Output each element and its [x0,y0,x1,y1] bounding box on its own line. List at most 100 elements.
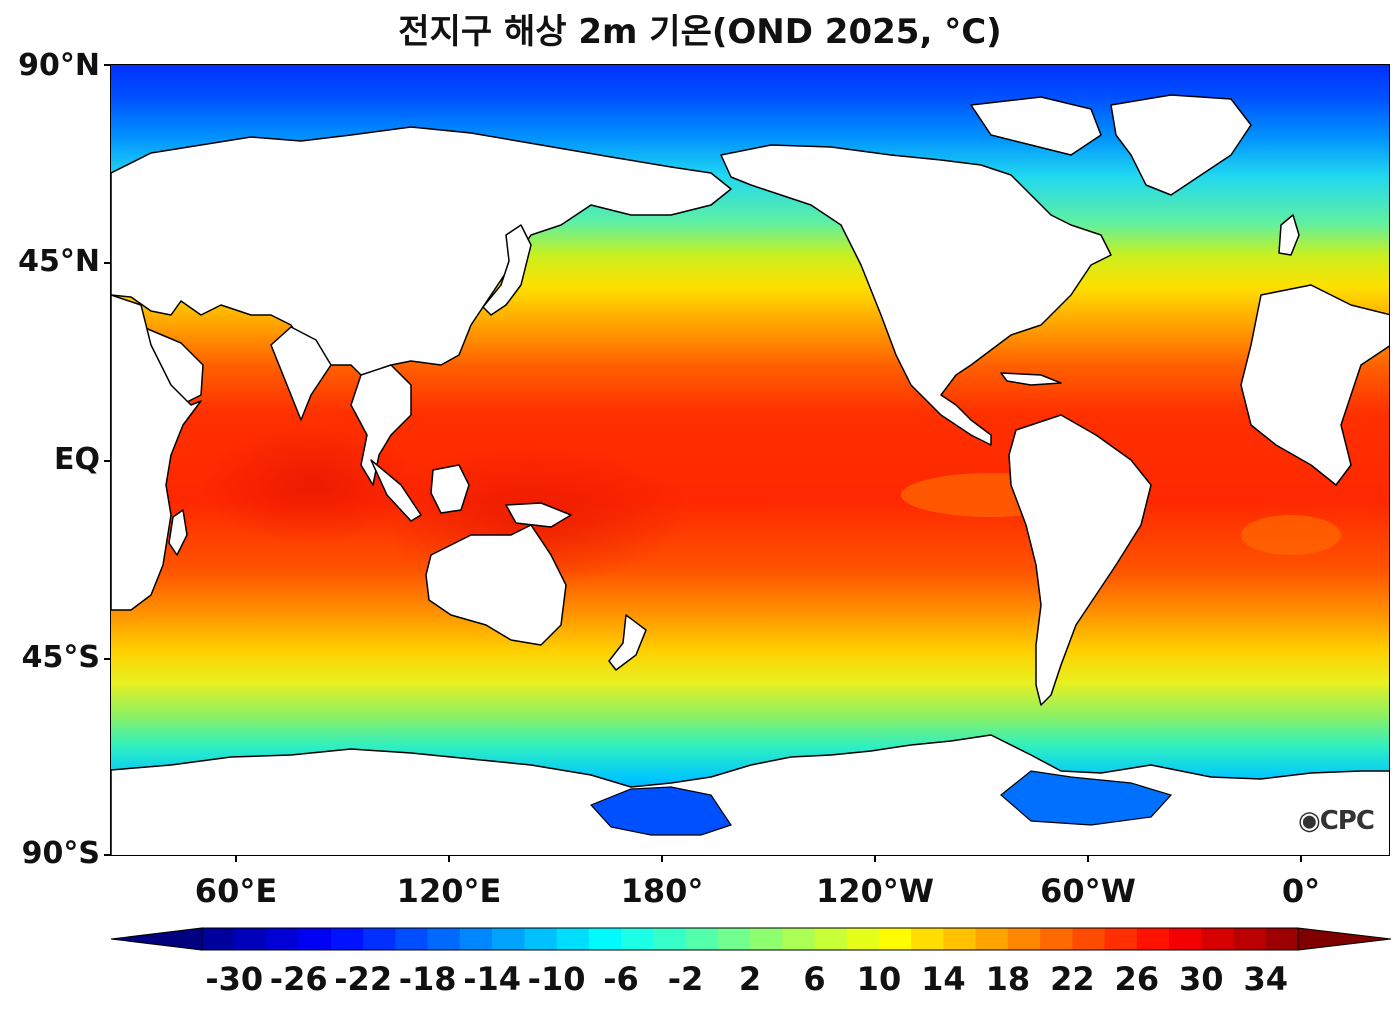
lon-label-120w: 120°W [815,872,935,910]
land-borneo [430,464,470,514]
land-sumatra [370,459,422,522]
colorbar-bin [363,928,397,950]
land-new-guinea [505,502,572,528]
lon-label-0: 0° [1281,872,1321,910]
land-australia [425,524,567,646]
lon-tick-120w [874,856,876,862]
colorbar-tick-label: -10 [527,960,586,998]
colorbar-bin [975,928,1009,950]
colorbar-tick-label: -22 [334,960,393,998]
map-frame [110,64,1390,856]
lon-label-60w: 60°W [1040,872,1136,910]
colorbar-tick-label: -18 [398,960,457,998]
colorbar-tick-label: -6 [603,960,639,998]
colorbar-bin [1201,928,1235,950]
colorbar-bin [1169,928,1202,950]
lat-tick-45s [104,658,110,660]
temperature-map [111,65,1389,855]
colorbar-tick-label: 34 [1243,960,1289,998]
colorbar-tick-label: 14 [921,960,966,998]
lat-tick-90s [104,854,110,856]
colorbar-bin [1007,928,1041,950]
lat-label-eq: EQ [54,442,100,477]
lon-tick-60w [1087,856,1089,862]
land-india [270,326,332,421]
lon-label-120e: 120°E [396,872,502,910]
colorbar-bin [492,928,525,950]
colorbar-bin [1136,928,1170,950]
colorbar-bin [298,928,332,950]
colorbar-bin [266,928,300,950]
colorbar-bin [846,928,880,950]
colorbar-tick-label: 22 [1050,960,1095,998]
cpc-logo: ◉CPC [1298,806,1375,836]
colorbar-bin [653,928,687,950]
colorbar-bin [911,928,945,950]
colorbar-tick-label: 30 [1179,960,1224,998]
colorbar-bin [234,928,268,950]
land-madagascar [168,509,188,556]
lat-label-45s: 45°S [21,640,100,675]
weddell-sea-cold [1000,770,1173,826]
land-eurasia [111,126,732,396]
colorbar-bin [1040,928,1073,950]
lon-label-180: 180° [620,872,704,910]
colorbar-tick-label: 10 [856,960,902,998]
colorbar-bin [459,928,493,950]
land-north-america [720,144,1112,446]
logo-text: CPC [1319,806,1375,836]
land-britain [1278,214,1300,256]
lon-label-60e: 60°E [194,872,278,910]
land-canadian-archipelago [970,96,1102,156]
colorbar-bin [1072,928,1106,950]
lon-tick-0 [1300,856,1302,862]
colorbar-bin [878,928,912,950]
colorbar-bin [814,928,848,950]
colorbar-bin [782,928,816,950]
colorbar-bin [330,928,364,950]
colorbar [110,927,1392,951]
lon-tick-60e [235,856,237,862]
colorbar-bin [750,928,783,950]
colorbar-outline [201,927,1299,951]
colorbar-tick-label: -26 [269,960,328,998]
land-south-america [1008,414,1152,706]
colorbar-tick-label: -30 [205,960,264,998]
land-cuba [1000,372,1062,386]
colorbar-tick-label: 18 [985,960,1031,998]
colorbar-tick-label: 26 [1114,960,1160,998]
lat-tick-eq [104,460,110,462]
colorbar-extend-high [1297,927,1392,951]
colorbar-bin [717,928,751,950]
logo-circle-icon: ◉ [1298,806,1321,836]
colorbar-bin [943,928,977,950]
colorbar-bin [588,928,622,950]
colorbar-tick-label: 2 [738,960,762,998]
lat-label-90n: 90°N [18,48,100,83]
colorbar-tick-label: 6 [803,960,826,998]
colorbar-bin [202,928,235,950]
colorbar-bin [1104,928,1138,950]
land-antarctica [111,734,1389,855]
lon-tick-120e [448,856,450,862]
colorbar-tick-label: -2 [667,960,704,998]
colorbar-bin [621,928,654,950]
lat-label-90s: 90°S [21,836,100,871]
lat-tick-90n [104,64,110,66]
land-greenland [1110,94,1252,196]
land-africa-west [1240,284,1389,486]
land-africa [111,294,202,611]
cool-tongue-east-atlantic [1241,515,1341,555]
colorbar-bin [1233,928,1267,950]
land-japan [482,224,532,316]
colorbar-bin [524,928,558,950]
colorbar-bin [427,928,461,950]
colorbar-tick-label: -14 [463,960,522,998]
land-indochina [350,364,412,486]
colorbar-extend-low [110,927,203,951]
lat-tick-45n [104,262,110,264]
lon-tick-180 [661,856,663,862]
colorbar-bin [556,928,590,950]
colorbar-bin [685,928,719,950]
ross-sea-cold [589,786,732,836]
